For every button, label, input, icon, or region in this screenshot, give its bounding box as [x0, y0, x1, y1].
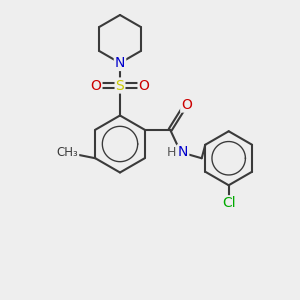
Text: O: O: [139, 79, 149, 92]
Text: N: N: [178, 145, 188, 159]
Text: CH₃: CH₃: [56, 146, 78, 159]
Text: Cl: Cl: [222, 196, 236, 210]
Text: O: O: [91, 79, 101, 92]
Text: H: H: [167, 146, 176, 159]
Text: N: N: [115, 56, 125, 70]
Text: S: S: [116, 79, 124, 92]
Text: O: O: [181, 98, 192, 112]
